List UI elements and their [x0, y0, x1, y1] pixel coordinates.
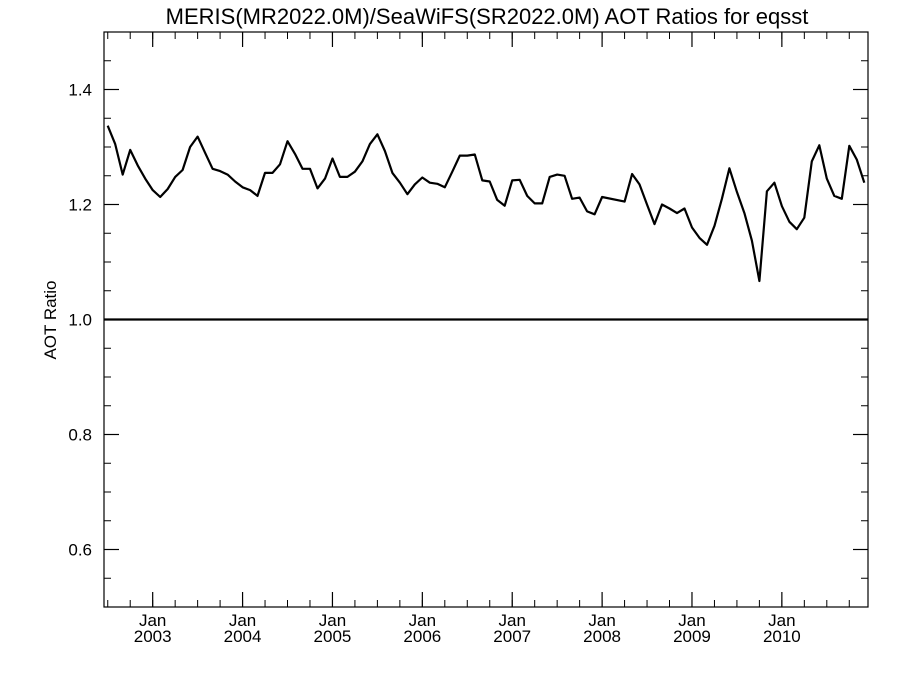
x-tick-label-month: Jan — [139, 611, 166, 630]
x-ticks: Jan2003Jan2004Jan2005Jan2006Jan2007Jan20… — [134, 32, 801, 646]
y-tick-label: 1.2 — [68, 196, 92, 215]
x-tick-label-year: 2006 — [403, 627, 441, 646]
x-tick-label-year: 2005 — [314, 627, 352, 646]
chart-title: MERIS(MR2022.0M)/SeaWiFS(SR2022.0M) AOT … — [166, 4, 809, 29]
y-axis-label: AOT Ratio — [41, 280, 60, 359]
y-tick-label: 1.0 — [68, 311, 92, 330]
x-tick-label-month: Jan — [588, 611, 615, 630]
y-tick-label: 0.8 — [68, 426, 92, 445]
x-tick-label-year: 2007 — [493, 627, 531, 646]
y-tick-label: 1.4 — [68, 81, 92, 100]
x-tick-label-year: 2010 — [763, 627, 801, 646]
x-tick-label-year: 2008 — [583, 627, 621, 646]
y-tick-label: 0.6 — [68, 541, 92, 560]
series-line-aot-ratio — [106, 125, 866, 283]
x-tick-label-year: 2003 — [134, 627, 172, 646]
x-tick-label-year: 2009 — [673, 627, 711, 646]
x-tick-label-month: Jan — [409, 611, 436, 630]
x-tick-label-month: Jan — [319, 611, 346, 630]
x-tick-label-month: Jan — [229, 611, 256, 630]
x-tick-label-month: Jan — [499, 611, 526, 630]
x-tick-label-month: Jan — [678, 611, 705, 630]
x-tick-label-month: Jan — [768, 611, 795, 630]
x-tick-label-year: 2004 — [224, 627, 262, 646]
